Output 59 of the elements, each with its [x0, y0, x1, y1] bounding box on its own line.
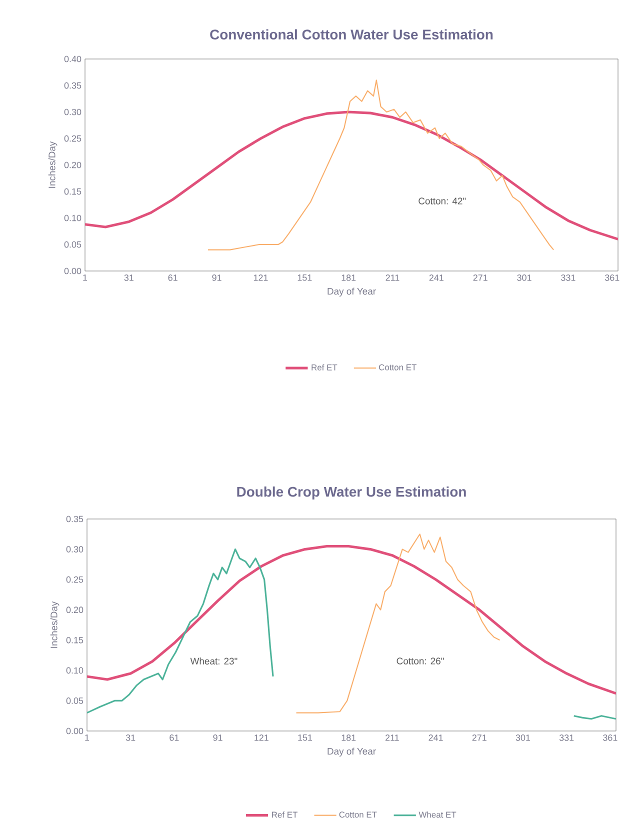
x-tick-label: 211: [386, 734, 399, 741]
y-tick-label: 0.10: [66, 667, 84, 674]
x-tick-label: 301: [517, 274, 532, 281]
x-tick-label: 1: [85, 734, 90, 741]
y-tick-label: 0.00: [66, 728, 84, 734]
annotation: Cotton: 42": [418, 198, 466, 204]
legend-label: Wheat ET: [418, 811, 456, 818]
x-tick-label: 211: [386, 274, 400, 281]
legend-label: Cotton ET: [339, 812, 377, 818]
x-tick-label: 31: [126, 734, 136, 741]
legend-label: Cotton ET: [379, 364, 416, 370]
y-tick-label: 0.30: [66, 546, 84, 552]
x-tick-label: 61: [168, 274, 178, 281]
x-tick-label: 151: [298, 274, 312, 281]
y-tick-label: 0.05: [64, 241, 82, 248]
chart-title: Conventional Cotton Water Use Estimation: [210, 29, 493, 40]
y-tick-label: 0.15: [66, 636, 84, 644]
x-tick-label: 1: [83, 274, 88, 281]
x-tick-label: 61: [170, 734, 179, 741]
y-axis-title: Inches/Day: [50, 601, 60, 648]
y-tick-label: 0.20: [66, 606, 84, 614]
x-tick-label: 361: [605, 274, 620, 281]
annotation: Wheat: 23": [190, 658, 238, 665]
y-tick-label: 0.20: [64, 162, 82, 168]
x-tick-label: 271: [473, 274, 488, 281]
x-tick-label: 151: [298, 734, 312, 741]
y-tick-label: 0.35: [66, 516, 84, 522]
y-tick-label: 0.10: [64, 214, 82, 222]
x-tick-label: 241: [429, 274, 444, 281]
x-tick-label: 331: [561, 274, 576, 281]
y-tick-label: 0.35: [64, 82, 82, 89]
x-tick-label: 331: [559, 734, 574, 741]
x-tick-label: 271: [472, 734, 486, 741]
x-tick-label: 301: [516, 734, 530, 741]
y-tick-label: 0.25: [66, 576, 84, 583]
legend-label: Ref ET: [312, 364, 338, 370]
x-tick-label: 181: [342, 274, 356, 281]
y-tick-label: 0.40: [64, 56, 82, 62]
line-series: [207, 80, 554, 250]
annotation: Cotton: 26": [396, 658, 444, 664]
x-tick-label: 31: [124, 274, 134, 281]
x-tick-label: 121: [254, 734, 268, 741]
y-tick-label: 0.05: [66, 698, 84, 704]
x-tick-label: 181: [342, 734, 356, 741]
y-tick-label: 0.00: [64, 268, 82, 274]
x-tick-label: 121: [254, 274, 268, 281]
x-tick-label: 241: [428, 734, 443, 741]
legend-label: Ref ET: [272, 812, 298, 818]
x-tick-label: 361: [603, 734, 618, 741]
line-series: [87, 544, 616, 695]
x-tick-label: 91: [212, 274, 222, 281]
chart-title: Double Crop Water Use Estimation: [237, 486, 466, 500]
y-tick-label: 0.25: [64, 135, 82, 142]
y-tick-label: 0.15: [64, 188, 82, 195]
y-axis-title: Inches/Day: [48, 141, 58, 188]
y-tick-label: 0.30: [64, 108, 82, 116]
x-tick-label: 91: [213, 734, 222, 741]
x-axis-title: Day of Year: [328, 748, 376, 757]
x-axis-title: Day of Year: [328, 288, 376, 297]
